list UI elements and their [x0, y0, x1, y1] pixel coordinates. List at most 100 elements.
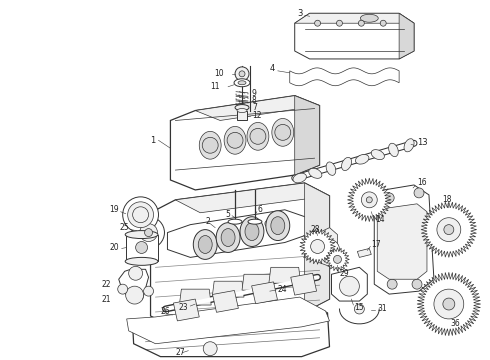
Polygon shape: [290, 68, 399, 86]
Ellipse shape: [237, 109, 247, 113]
Ellipse shape: [389, 143, 398, 157]
Ellipse shape: [240, 217, 264, 247]
Text: 20: 20: [109, 243, 119, 252]
Circle shape: [367, 197, 372, 203]
Text: 10: 10: [215, 69, 224, 78]
Ellipse shape: [221, 229, 235, 247]
Text: 16: 16: [417, 179, 427, 188]
Ellipse shape: [272, 118, 294, 146]
Polygon shape: [421, 202, 477, 257]
Text: 8: 8: [252, 96, 257, 105]
Text: 5: 5: [225, 210, 230, 219]
Circle shape: [358, 20, 365, 26]
Polygon shape: [294, 13, 414, 59]
Ellipse shape: [265, 218, 285, 230]
Circle shape: [443, 298, 455, 310]
Text: 13: 13: [417, 138, 428, 147]
Polygon shape: [347, 178, 391, 222]
Ellipse shape: [342, 157, 351, 171]
Ellipse shape: [242, 222, 262, 234]
Ellipse shape: [238, 81, 246, 85]
Ellipse shape: [125, 257, 158, 265]
Polygon shape: [399, 13, 414, 59]
Ellipse shape: [193, 230, 217, 260]
Circle shape: [144, 286, 153, 296]
Text: 2: 2: [205, 217, 210, 226]
Circle shape: [387, 279, 397, 289]
Polygon shape: [173, 299, 199, 321]
Text: 14: 14: [375, 215, 385, 224]
Ellipse shape: [247, 122, 269, 150]
Ellipse shape: [196, 231, 215, 243]
Bar: [237, 111, 247, 121]
Circle shape: [384, 193, 394, 203]
Ellipse shape: [293, 173, 306, 183]
Polygon shape: [133, 299, 329, 357]
Text: 25: 25: [119, 223, 129, 232]
Circle shape: [133, 217, 165, 248]
Ellipse shape: [245, 223, 259, 240]
Circle shape: [340, 276, 359, 296]
Ellipse shape: [371, 150, 384, 159]
Ellipse shape: [234, 79, 250, 87]
Circle shape: [239, 71, 245, 77]
Circle shape: [125, 286, 144, 304]
Ellipse shape: [198, 235, 212, 253]
Polygon shape: [119, 269, 148, 299]
Polygon shape: [127, 297, 329, 344]
Text: 3: 3: [298, 9, 303, 18]
Circle shape: [337, 20, 343, 26]
Ellipse shape: [355, 154, 369, 164]
Text: 22: 22: [101, 280, 111, 289]
Ellipse shape: [326, 162, 336, 175]
Circle shape: [315, 20, 320, 26]
Polygon shape: [377, 204, 427, 279]
Circle shape: [275, 125, 291, 140]
Polygon shape: [175, 183, 329, 213]
Text: 11: 11: [211, 82, 220, 91]
Circle shape: [250, 129, 266, 144]
Circle shape: [319, 239, 340, 260]
Polygon shape: [357, 248, 371, 257]
Text: 12: 12: [252, 111, 262, 120]
Polygon shape: [196, 96, 319, 121]
Ellipse shape: [228, 219, 242, 224]
Text: 6: 6: [258, 205, 263, 214]
Circle shape: [437, 218, 461, 242]
Circle shape: [128, 202, 153, 228]
Circle shape: [354, 304, 365, 314]
Text: 29: 29: [340, 269, 349, 278]
Polygon shape: [213, 291, 238, 312]
Polygon shape: [294, 96, 319, 175]
Text: 18: 18: [442, 195, 452, 204]
Circle shape: [412, 279, 422, 289]
Polygon shape: [212, 281, 244, 297]
Circle shape: [133, 207, 148, 223]
Circle shape: [118, 284, 128, 294]
Text: 36: 36: [451, 319, 461, 328]
Text: 7: 7: [252, 103, 257, 112]
Polygon shape: [332, 267, 368, 301]
Circle shape: [380, 20, 386, 26]
Ellipse shape: [271, 217, 285, 235]
Text: 27: 27: [175, 348, 185, 357]
Circle shape: [203, 342, 217, 356]
Circle shape: [334, 255, 342, 264]
Text: 9: 9: [252, 89, 257, 98]
Polygon shape: [168, 210, 308, 257]
Text: 24: 24: [278, 285, 288, 294]
Text: 4: 4: [270, 64, 275, 73]
Text: 1: 1: [150, 136, 155, 145]
Polygon shape: [325, 247, 349, 271]
Circle shape: [202, 137, 218, 153]
Polygon shape: [374, 185, 434, 294]
Circle shape: [361, 192, 377, 208]
Text: 17: 17: [371, 240, 381, 249]
Ellipse shape: [360, 14, 378, 22]
Text: 15: 15: [354, 302, 364, 311]
Circle shape: [136, 242, 147, 253]
Text: 21: 21: [101, 294, 111, 303]
Circle shape: [129, 266, 143, 280]
Ellipse shape: [309, 168, 322, 178]
Circle shape: [414, 188, 424, 198]
